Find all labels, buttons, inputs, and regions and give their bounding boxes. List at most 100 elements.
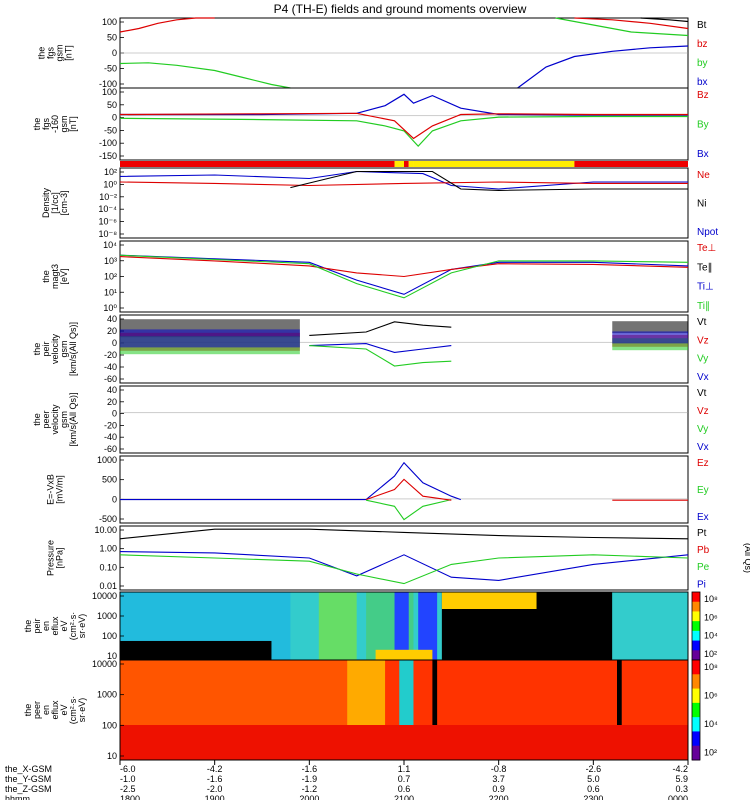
spectrogram-cell xyxy=(418,592,438,660)
y-tick-label: -100 xyxy=(99,79,117,89)
y-tick-label: 100 xyxy=(102,87,117,97)
y-tick-label: 0 xyxy=(112,113,117,123)
x-tick-label: -4.2 xyxy=(207,764,223,774)
legend-label: bx xyxy=(697,77,708,88)
legend-label: Vy xyxy=(697,424,708,435)
x-tick-label: -1.6 xyxy=(302,764,318,774)
legend-label: Npot xyxy=(697,227,718,238)
legend-label: Pe xyxy=(697,562,710,573)
legend-label: Bt xyxy=(697,20,707,31)
status-bar-segment xyxy=(574,161,688,167)
x-tick-label: 0.3 xyxy=(675,784,688,794)
colorbar-segment xyxy=(692,717,700,732)
y-axis-label: eV xyxy=(59,620,69,631)
series-line-Bz xyxy=(119,112,688,140)
x-tick-label: -2.5 xyxy=(120,784,136,794)
colorbar-segment xyxy=(692,630,700,642)
legend-label: By xyxy=(697,119,709,130)
colorbar-tick-label: 10² xyxy=(704,649,717,659)
y-axis-label: peir xyxy=(41,341,51,356)
colorbar-segment xyxy=(692,674,700,690)
y-tick-label: 10² xyxy=(104,272,117,282)
y-tick-label: 50 xyxy=(107,100,117,110)
legend-label: Vy xyxy=(697,354,708,365)
legend-label: by xyxy=(697,58,708,69)
legend-label: Vt xyxy=(697,388,707,399)
y-axis-label: magt3 xyxy=(50,264,60,289)
density-npot-trace xyxy=(119,170,688,190)
series-line-by xyxy=(119,62,291,89)
y-axis-label: [km/s(All Qs)] xyxy=(68,322,78,376)
legend-label: Vz xyxy=(697,335,709,346)
x-tick-label: 0.9 xyxy=(492,784,505,794)
series-line-Bx xyxy=(120,93,688,116)
colorbar-tick-label: 10⁸ xyxy=(704,594,718,604)
y-tick-label: -60 xyxy=(104,374,117,384)
velocity-vy-trace xyxy=(309,345,452,367)
panel-frame xyxy=(119,167,689,239)
y-tick-label: -500 xyxy=(99,514,117,524)
colorbar-segment xyxy=(692,660,700,675)
status-bar-segment xyxy=(394,161,404,167)
y-axis-label: eflux xyxy=(50,616,60,636)
y-tick-label: 10⁰ xyxy=(103,303,117,313)
x-tick-label: -1.9 xyxy=(302,774,318,784)
y-axis-label: gsm xyxy=(59,411,69,428)
legend-label: Ni xyxy=(697,199,706,210)
status-bar-segment xyxy=(404,161,409,167)
y-tick-label: 10⁻⁴ xyxy=(98,204,117,214)
y-axis-label: sr·eV) xyxy=(77,698,87,723)
y-axis-label: gsm xyxy=(59,340,69,357)
y-axis-label: fgs xyxy=(46,47,56,60)
y-tick-label: 0.01 xyxy=(99,581,117,591)
x-axis-row-label: the_Y-GSM xyxy=(5,774,51,784)
colorbar-segment xyxy=(692,601,700,612)
pressure-pt-trace xyxy=(119,528,689,540)
series-line-bz2 xyxy=(574,17,689,30)
spectrogram-cell xyxy=(432,660,438,760)
x-tick-label: 5.9 xyxy=(675,774,688,784)
y-tick-label: 10.00 xyxy=(94,525,117,535)
velocity-noise-band xyxy=(612,321,688,334)
x-tick-label: 2100 xyxy=(394,794,414,800)
y-tick-label: 1000 xyxy=(97,690,117,700)
legend-label: Ne xyxy=(697,170,710,181)
y-axis-label: [km/s(All Qs)] xyxy=(68,393,78,447)
y-tick-label: 20 xyxy=(107,397,117,407)
colorbar-segment xyxy=(692,688,700,704)
y-axis-label: en xyxy=(41,705,51,715)
y-tick-label: 10¹ xyxy=(104,287,117,297)
legend-label: Pb xyxy=(697,545,710,556)
x-tick-label: 0.7 xyxy=(398,774,411,784)
y-tick-label: 40 xyxy=(107,385,117,395)
y-tick-label: -20 xyxy=(104,350,117,360)
y-axis-label: [nT] xyxy=(64,45,74,61)
y-tick-label: 10⁴ xyxy=(103,240,117,250)
temp-ti-trace xyxy=(119,254,689,295)
y-tick-label: 1000 xyxy=(97,611,117,621)
y-axis-label: sr·eV) xyxy=(77,614,87,639)
y-axis-label: peer xyxy=(41,410,51,428)
x-tick-label: -6.0 xyxy=(120,764,136,774)
x-tick-label: -4.2 xyxy=(672,764,688,774)
density-ni-trace xyxy=(290,170,688,191)
status-bar-segment xyxy=(408,161,414,167)
y-axis-label: velocity xyxy=(50,404,60,435)
y-tick-label: 10⁰ xyxy=(103,179,117,189)
y-axis-label: [mV/m] xyxy=(55,475,65,504)
y-axis-label: the xyxy=(37,47,47,60)
x-tick-label: -2.6 xyxy=(586,764,602,774)
colorbar-tick-label: 10⁸ xyxy=(704,662,718,672)
legend-label: Pi xyxy=(697,579,706,590)
legend-label: Vt xyxy=(697,317,707,328)
series-line-bz xyxy=(119,17,215,33)
legend-label: Ez xyxy=(697,458,709,469)
velocity-vx-trace xyxy=(309,343,452,353)
x-tick-label: 1900 xyxy=(205,794,225,800)
colorbar-segment xyxy=(692,611,700,622)
spectrogram-cell xyxy=(120,640,272,660)
y-tick-label: 10⁻² xyxy=(99,192,117,202)
y-axis-label: (cm²·s· xyxy=(68,612,78,641)
y-axis-label: velocity xyxy=(50,333,60,364)
x-axis-row-label: the_X-GSM xyxy=(5,764,52,774)
